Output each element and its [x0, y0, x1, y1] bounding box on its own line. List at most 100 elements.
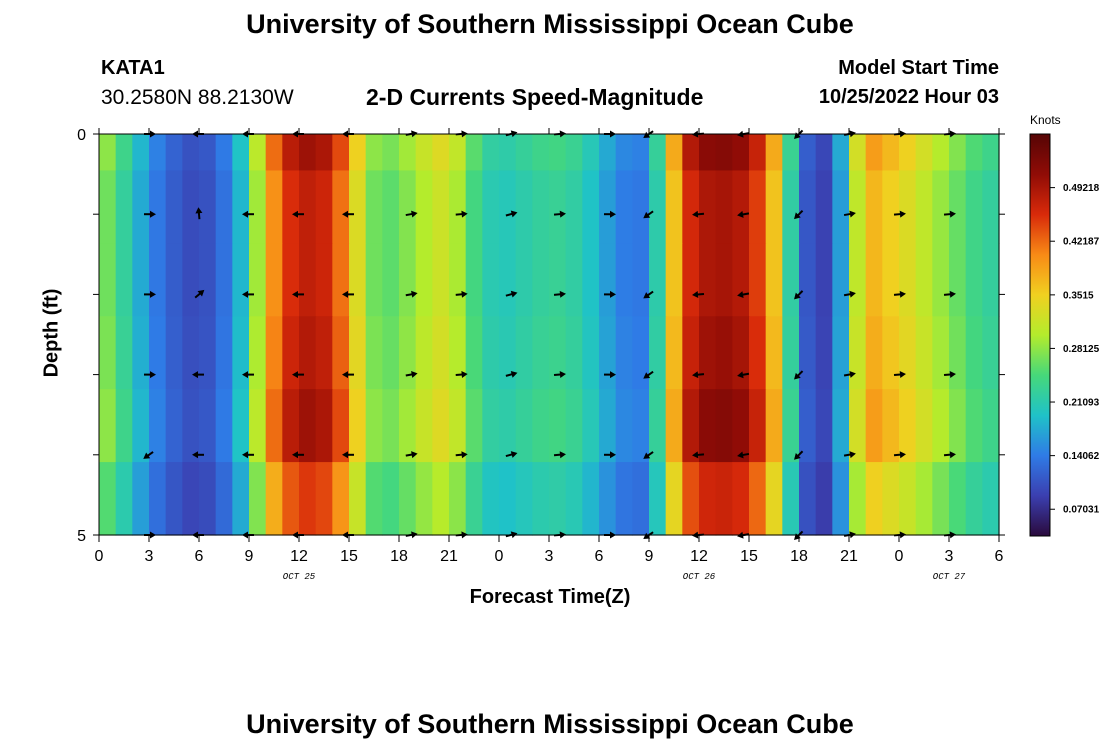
heatmap-cell [182, 389, 200, 463]
heatmap-cell [199, 243, 217, 317]
current-vector-arrow [843, 210, 856, 218]
heatmap-cell [582, 462, 600, 536]
heatmap-cell [865, 316, 883, 390]
model-start-label: Model Start Time [838, 57, 999, 79]
arrow-head [461, 290, 468, 298]
current-vector-arrow [604, 451, 616, 459]
heatmap-cell [632, 134, 650, 172]
current-vector-arrow [242, 290, 254, 298]
heatmap-cell [165, 170, 183, 244]
current-vector-arrow [794, 370, 804, 380]
x-tick-label: 0 [495, 548, 504, 565]
current-vector-arrow [192, 371, 204, 379]
heatmap-cell [465, 389, 483, 463]
current-vector-arrow [342, 290, 354, 298]
arrow-head [195, 207, 203, 214]
x-tick-label: 3 [145, 548, 154, 565]
heatmap-cell [782, 316, 800, 390]
heatmap-cell [349, 170, 367, 244]
heatmap-cell [415, 170, 433, 244]
arrow-head [143, 452, 151, 459]
heatmap-cell [215, 243, 233, 317]
arrow-head [610, 290, 616, 298]
arrow-head [292, 210, 298, 218]
arrow-head [849, 451, 856, 459]
arrow-head [899, 290, 906, 298]
arrow-head [643, 131, 651, 139]
heatmap-cell [749, 462, 767, 536]
current-vector-arrow [242, 451, 254, 459]
heatmap-cell [499, 170, 517, 244]
heatmap-cell [749, 243, 767, 317]
arrow-head [737, 451, 744, 459]
heatmap-cell [565, 389, 583, 463]
arrow-head [643, 211, 651, 219]
heatmap-cell [282, 134, 300, 172]
heatmap-cell [432, 134, 450, 172]
heatmap-cell [382, 462, 400, 536]
heatmap-cell [449, 243, 467, 317]
heatmap-cell [332, 134, 350, 172]
heatmap-cell [499, 243, 517, 317]
heatmap-cell [665, 170, 683, 244]
heatmap-cell [865, 389, 883, 463]
arrow-head [411, 290, 418, 298]
heatmap-cell [799, 170, 817, 244]
heatmap-cell [132, 134, 150, 172]
heatmap-cell [382, 389, 400, 463]
heatmap-cell [199, 170, 217, 244]
heatmap-cell [665, 389, 683, 463]
current-vector-arrow [292, 371, 304, 379]
heatmap-cell [99, 134, 117, 172]
heatmap-cell [449, 389, 467, 463]
arrow-head [197, 289, 205, 297]
heatmap-cell [732, 316, 750, 390]
colorbar-tick-label: 0.21093 [1063, 398, 1100, 409]
heatmap-cell [265, 316, 283, 390]
heatmap-cell [982, 134, 1000, 172]
heatmap-cell [149, 389, 167, 463]
current-vector-arrow [737, 451, 750, 459]
heatmap-cell [232, 243, 250, 317]
heatmap-cell [232, 316, 250, 390]
heatmap-cell [815, 243, 833, 317]
arrow-head [192, 371, 198, 379]
heatmap-cell [415, 462, 433, 536]
x-tick-label: 18 [790, 548, 808, 565]
heatmap-cell [882, 316, 900, 390]
heatmap-cell [265, 389, 283, 463]
arrow-head [737, 371, 744, 379]
heatmap-cell [315, 389, 333, 463]
heatmap-cell [699, 134, 717, 172]
heatmap-cell [565, 316, 583, 390]
heatmap-cell [349, 316, 367, 390]
heatmap-cell [365, 316, 383, 390]
heatmap-cell [815, 389, 833, 463]
arrow-head [949, 290, 956, 298]
heatmap-cell [332, 462, 350, 536]
heatmap-cell [815, 462, 833, 536]
heatmap-cell [165, 462, 183, 536]
heatmap-cell [449, 134, 467, 172]
heatmap-cell [932, 462, 950, 536]
arrow-head [849, 290, 856, 298]
heatmap-cell [565, 134, 583, 172]
heatmap-cell [632, 389, 650, 463]
heatmap-cell [982, 462, 1000, 536]
current-vector-arrow [292, 210, 304, 218]
heatmap-cell [349, 389, 367, 463]
current-vector-arrow [943, 290, 956, 298]
heatmap-cell [715, 389, 733, 463]
heatmap-cell [982, 389, 1000, 463]
heatmap-cell [732, 170, 750, 244]
heatmap-cell [115, 389, 133, 463]
arrow-head [794, 212, 801, 220]
heatmap-cell [765, 243, 783, 317]
heatmap-cell [615, 170, 633, 244]
heatmap-cell [782, 462, 800, 536]
heatmap-cell [249, 316, 267, 390]
heatmap-cell [849, 389, 867, 463]
model-start-value: 10/25/2022 Hour 03 [818, 86, 999, 108]
arrow-head [342, 290, 348, 298]
